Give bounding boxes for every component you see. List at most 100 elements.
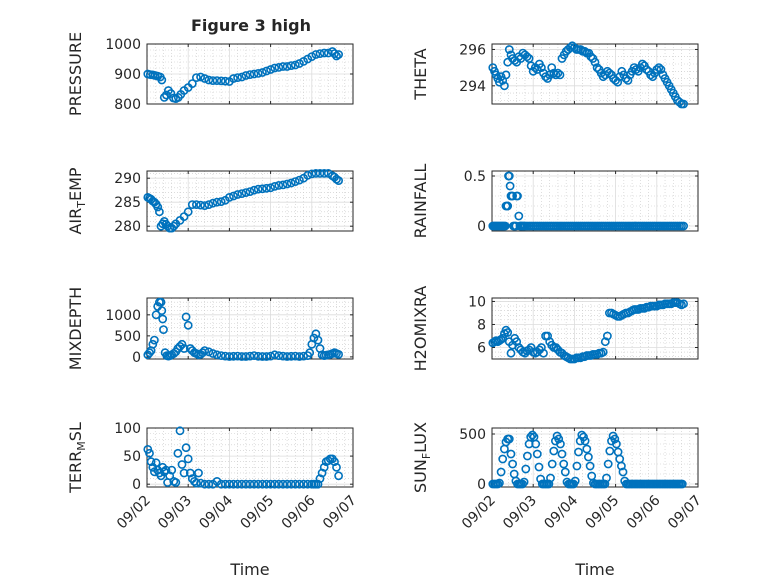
data-point: [200, 346, 210, 355]
data-point: [623, 76, 633, 85]
data-point: [165, 471, 175, 481]
y-axis-label: MIXDEPTH: [66, 287, 85, 370]
data-point: [294, 479, 304, 489]
y-axis-label: H2OMIXRA: [411, 286, 430, 372]
data-point: [526, 343, 536, 352]
data-point: [253, 69, 263, 78]
data-point: [586, 52, 596, 62]
data-point: [229, 351, 238, 361]
data-point: [220, 351, 230, 361]
axes-background: [491, 170, 699, 232]
data-series: [143, 297, 343, 361]
data-point: [145, 448, 154, 458]
data-point: [233, 479, 242, 489]
data-point: [177, 460, 187, 469]
data-point: [229, 191, 238, 201]
data-point: [334, 349, 343, 359]
x-tick-label: 09/04: [196, 492, 236, 532]
data-point: [241, 352, 251, 361]
data-point: [506, 348, 516, 358]
y-tick-label: 0: [132, 477, 141, 493]
data-point: [500, 221, 510, 231]
data-point: [163, 221, 172, 231]
data-point: [249, 479, 259, 489]
data-point: [151, 310, 161, 320]
data-point: [506, 449, 516, 459]
data-point: [544, 479, 554, 489]
data-point: [598, 72, 608, 82]
data-point: [274, 479, 284, 489]
data-series: [143, 426, 343, 489]
data-point: [253, 479, 263, 489]
data-point: [286, 479, 296, 489]
data-point: [290, 60, 300, 70]
data-point: [503, 201, 513, 211]
subplot-5: 0 500 1000 MIXDEPTH: [66, 287, 354, 370]
data-point: [249, 351, 259, 360]
data-point: [262, 183, 271, 193]
y-tick-label: 500: [114, 329, 141, 345]
data-point: [323, 456, 333, 465]
data-point: [191, 73, 201, 82]
data-point: [157, 75, 167, 85]
y-tick-label: 100: [114, 421, 141, 437]
data-point: [173, 448, 183, 458]
data-point: [204, 200, 214, 209]
data-point: [224, 479, 234, 489]
y-tick-label: 1000: [105, 37, 141, 53]
data-point: [245, 187, 255, 196]
data-point: [270, 479, 280, 489]
data-point: [198, 348, 207, 358]
data-point: [220, 479, 230, 489]
data-point: [580, 436, 590, 446]
data-point: [282, 479, 292, 489]
data-point: [156, 297, 166, 307]
data-point: [212, 350, 222, 360]
data-point: [208, 349, 218, 358]
y-tick-label: 800: [114, 97, 141, 113]
data-point: [274, 351, 284, 360]
data-point: [241, 188, 251, 197]
data-series: [488, 171, 688, 231]
data-point: [290, 479, 300, 489]
axes-frame: [146, 427, 354, 488]
data-point: [313, 479, 323, 489]
data-point: [257, 352, 267, 361]
data-series: [488, 298, 688, 364]
data-point: [181, 312, 191, 322]
subplot-6: 6 8 10 H2OMIXRA: [411, 286, 699, 372]
y-tick-label: 296: [459, 42, 486, 58]
axes-frame: [491, 297, 699, 360]
data-point: [603, 459, 613, 469]
data-point: [157, 306, 167, 315]
data-point: [508, 191, 517, 201]
data-point: [334, 50, 343, 59]
data-point: [675, 97, 684, 107]
subplot-3: 280 285 290 AIRTEMP: [66, 167, 354, 235]
data-point: [559, 459, 569, 469]
data-point: [146, 457, 156, 467]
data-point: [652, 65, 662, 74]
data-point: [185, 468, 195, 478]
data-point: [175, 426, 185, 436]
data-point: [579, 432, 588, 442]
data-point: [638, 59, 647, 69]
data-point: [547, 459, 557, 469]
x-tick-label: 09/02: [114, 493, 154, 533]
data-point: [602, 473, 611, 483]
data-point: [513, 191, 522, 201]
data-point: [262, 352, 271, 361]
data-point: [159, 93, 169, 102]
data-point: [534, 462, 544, 472]
y-tick-label: 0.5: [464, 169, 486, 185]
data-point: [278, 351, 288, 361]
subplot-8: 0 500 09/02 09/03 09/04 09/05 09/06 09/07 SUNFLU…: [411, 422, 705, 579]
data-point: [570, 476, 580, 486]
data-point: [179, 344, 189, 353]
x-tick-label: 09/05: [238, 493, 278, 533]
x-tick-label: 09/04: [541, 492, 581, 532]
data-point: [549, 446, 559, 456]
data-point: [677, 479, 687, 489]
data-point: [315, 474, 325, 483]
y-axis-label: TERRMSL: [66, 422, 88, 494]
